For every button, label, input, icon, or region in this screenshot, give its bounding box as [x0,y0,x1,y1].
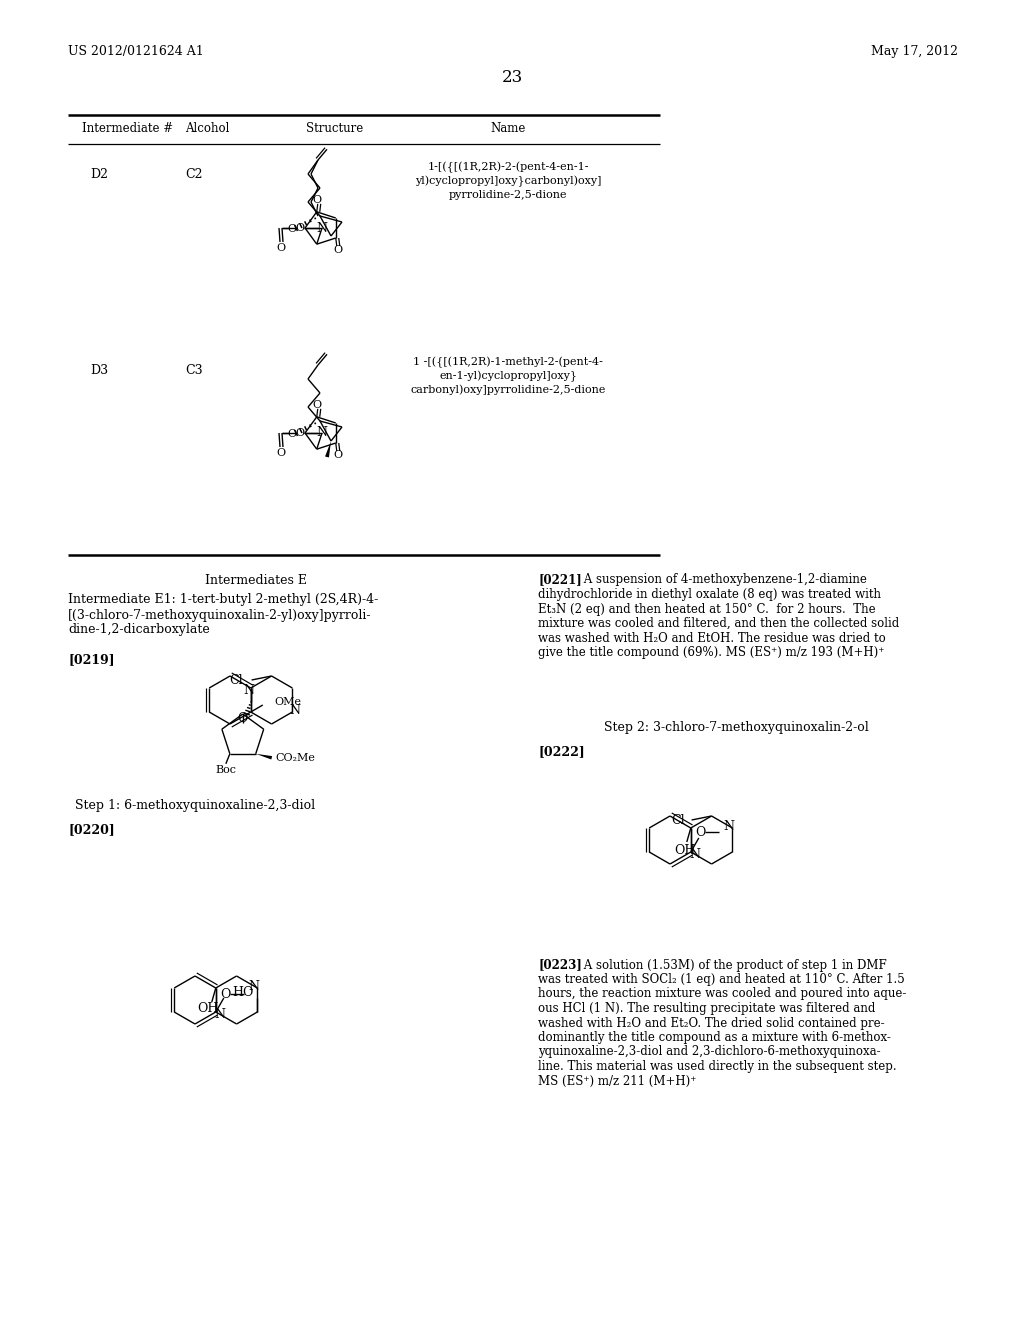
Text: Intermediate E1: 1-tert-butyl 2-methyl (2S,4R)-4-: Intermediate E1: 1-tert-butyl 2-methyl (… [68,594,378,606]
Text: OMe: OMe [274,697,302,708]
Text: hours, the reaction mixture was cooled and poured into aque-: hours, the reaction mixture was cooled a… [538,987,906,1001]
Text: Intermediates E: Intermediates E [205,573,307,586]
Text: Et₃N (2 eq) and then heated at 150° C.  for 2 hours.  The: Et₃N (2 eq) and then heated at 150° C. f… [538,602,876,615]
Text: give the title compound (69%). MS (ES⁺) m/z 193 (M+H)⁺: give the title compound (69%). MS (ES⁺) … [538,645,885,659]
Text: [0221]: [0221] [538,573,582,586]
Text: ous HCl (1 N). The resulting precipitate was filtered and: ous HCl (1 N). The resulting precipitate… [538,1002,876,1015]
Polygon shape [325,441,331,458]
Text: O: O [238,711,248,725]
Text: [0220]: [0220] [68,824,115,837]
Text: A solution (1.53M) of the product of step 1 in DMF: A solution (1.53M) of the product of ste… [580,958,887,972]
Text: CO₂Me: CO₂Me [275,752,315,763]
Text: Cl: Cl [228,673,243,686]
Text: Alcohol: Alcohol [185,123,229,136]
Text: O: O [333,450,342,459]
Text: dominantly the title compound as a mixture with 6-methox-: dominantly the title compound as a mixtu… [538,1031,891,1044]
Text: Structure: Structure [306,123,364,136]
Text: dine-1,2-dicarboxylate: dine-1,2-dicarboxylate [68,623,210,636]
Text: Intermediate #: Intermediate # [82,123,173,136]
Text: O: O [220,987,231,1001]
Text: O: O [276,447,286,458]
Text: N: N [723,820,734,833]
Text: D2: D2 [90,169,108,181]
Text: dihydrochloride in diethyl oxalate (8 eq) was treated with: dihydrochloride in diethyl oxalate (8 eq… [538,587,881,601]
Text: N: N [689,847,700,861]
Text: [(3-chloro-7-methoxyquinoxalin-2-yl)oxy]pyrroli-: [(3-chloro-7-methoxyquinoxalin-2-yl)oxy]… [68,609,372,622]
Text: N: N [316,426,328,440]
Text: yquinoxaline-2,3-diol and 2,3-dichloro-6-methoxyquinoxa-: yquinoxaline-2,3-diol and 2,3-dichloro-6… [538,1045,881,1059]
Text: carbonyl)oxy]pyrrolidine-2,5-dione: carbonyl)oxy]pyrrolidine-2,5-dione [411,384,605,395]
Text: O: O [288,429,297,440]
Text: O: O [333,246,342,255]
Text: May 17, 2012: May 17, 2012 [871,45,958,58]
Text: line. This material was used directly in the subsequent step.: line. This material was used directly in… [538,1060,897,1073]
Text: C3: C3 [185,363,203,376]
Text: [0223]: [0223] [538,958,582,972]
Text: OH: OH [674,843,695,857]
Polygon shape [256,754,272,759]
Text: yl)cyclopropyl]oxy}carbonyl)oxy]: yl)cyclopropyl]oxy}carbonyl)oxy] [415,176,601,186]
Text: US 2012/0121624 A1: US 2012/0121624 A1 [68,45,204,58]
Text: HO: HO [232,986,253,998]
Text: Name: Name [490,123,525,136]
Text: [0222]: [0222] [538,746,585,759]
Text: O: O [312,195,322,205]
Text: N: N [214,1007,225,1020]
Text: en-1-yl)cyclopropyl]oxy}: en-1-yl)cyclopropyl]oxy} [439,371,577,381]
Text: N: N [316,222,328,235]
Text: 1 -[({[(1R,2R)-1-methyl-2-(pent-4-: 1 -[({[(1R,2R)-1-methyl-2-(pent-4- [413,356,603,368]
Text: O: O [695,825,706,838]
Text: O: O [296,223,304,234]
Text: OH: OH [197,1002,218,1015]
Text: [0219]: [0219] [68,653,115,667]
Text: Boc: Boc [215,764,237,775]
Text: N: N [248,979,259,993]
Text: D3: D3 [90,363,109,376]
Text: O: O [288,224,297,234]
Text: was washed with H₂O and EtOH. The residue was dried to: was washed with H₂O and EtOH. The residu… [538,631,886,644]
Text: N: N [289,704,300,717]
Text: O: O [296,428,304,438]
Text: O: O [312,400,322,409]
Text: O: O [276,243,286,253]
Text: 23: 23 [502,70,522,87]
Text: A suspension of 4-methoxybenzene-1,2-diamine: A suspension of 4-methoxybenzene-1,2-dia… [580,573,867,586]
Text: Step 2: 3-chloro-7-methoxyquinoxalin-2-ol: Step 2: 3-chloro-7-methoxyquinoxalin-2-o… [603,722,868,734]
Text: was treated with SOCl₂ (1 eq) and heated at 110° C. After 1.5: was treated with SOCl₂ (1 eq) and heated… [538,973,905,986]
Text: washed with H₂O and Et₂O. The dried solid contained pre-: washed with H₂O and Et₂O. The dried soli… [538,1016,885,1030]
Text: Step 1: 6-methoxyquinoxaline-2,3-diol: Step 1: 6-methoxyquinoxaline-2,3-diol [75,799,315,812]
Text: 1-[({[(1R,2R)-2-(pent-4-en-1-: 1-[({[(1R,2R)-2-(pent-4-en-1- [427,161,589,173]
Text: N: N [244,684,254,697]
Text: pyrrolidine-2,5-dione: pyrrolidine-2,5-dione [449,190,567,201]
Text: mixture was cooled and filtered, and then the collected solid: mixture was cooled and filtered, and the… [538,616,899,630]
Text: MS (ES⁺) m/z 211 (M+H)⁺: MS (ES⁺) m/z 211 (M+H)⁺ [538,1074,696,1088]
Text: Cl: Cl [671,813,684,826]
Text: C2: C2 [185,169,203,181]
